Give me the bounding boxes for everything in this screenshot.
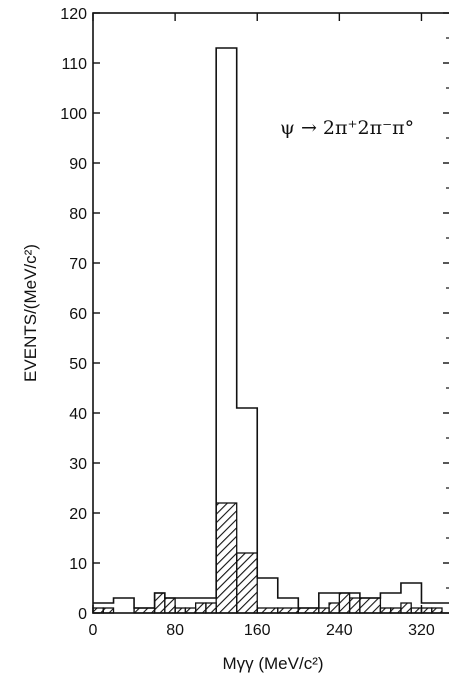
y-tick-label: 110 bbox=[61, 56, 87, 73]
hatched-bar bbox=[194, 602, 207, 614]
x-axis-ticks: 0 80 160 240 320 bbox=[89, 13, 435, 639]
open-bar bbox=[114, 598, 124, 613]
open-bar bbox=[124, 598, 134, 613]
x-tick-label: 240 bbox=[326, 622, 353, 639]
hatched-bar bbox=[318, 607, 330, 614]
x-axis-title: Mγγ (MeV/c²) bbox=[222, 654, 323, 673]
y-tick-label: 60 bbox=[69, 306, 87, 323]
hatched-bar bbox=[390, 607, 402, 614]
hatched-bar bbox=[184, 607, 197, 614]
hatched-bar bbox=[215, 502, 238, 614]
y-tick-label: 90 bbox=[69, 156, 87, 173]
hatched-bar bbox=[277, 607, 299, 614]
y-axis-ticks: 0 10 20 30 40 50 60 70 80 90 100 110 120 bbox=[60, 6, 449, 623]
x-tick-label: 160 bbox=[244, 622, 271, 639]
hatched-bar bbox=[256, 607, 279, 614]
y-tick-label: 30 bbox=[69, 456, 87, 473]
y-axis-title: EVENTS/(MeV/c²) bbox=[21, 244, 40, 382]
plot-frame bbox=[92, 12, 449, 614]
hatched-bar bbox=[164, 597, 176, 614]
hatched-bar bbox=[379, 607, 392, 614]
hatched-bar bbox=[174, 607, 187, 614]
hatched-bar bbox=[153, 592, 166, 614]
y-tick-label: 40 bbox=[69, 406, 87, 423]
x-tick-label: 0 bbox=[89, 622, 98, 639]
hatched-bar bbox=[338, 592, 351, 614]
x-tick-label: 320 bbox=[408, 622, 435, 639]
hatched-bar bbox=[92, 607, 104, 614]
y-tick-label: 50 bbox=[69, 356, 87, 373]
y-tick-label: 100 bbox=[60, 106, 87, 123]
y-tick-label: 80 bbox=[69, 206, 87, 223]
hatched-bar bbox=[359, 597, 382, 614]
hatched-bar bbox=[420, 607, 433, 614]
y-tick-label: 70 bbox=[69, 256, 87, 273]
open-histogram bbox=[93, 47, 449, 613]
hatched-bar bbox=[348, 597, 361, 614]
y-tick-label: 0 bbox=[78, 606, 87, 623]
hatched-bar bbox=[328, 602, 341, 614]
hatched-bar bbox=[400, 602, 412, 614]
hatched-bar bbox=[431, 607, 443, 614]
hatched-bar bbox=[236, 552, 258, 614]
decay-annotation: ψ → 2π⁺2π⁻π° bbox=[280, 117, 414, 139]
open-histogram-outline bbox=[93, 47, 449, 609]
x-tick-label: 80 bbox=[166, 622, 184, 639]
open-bar bbox=[442, 603, 449, 613]
hatched-histogram bbox=[92, 502, 443, 614]
y-tick-label: 10 bbox=[69, 556, 87, 573]
hatched-bar bbox=[205, 602, 217, 614]
y-tick-label: 120 bbox=[60, 6, 87, 23]
hatched-bar bbox=[410, 607, 423, 614]
hatched-bar bbox=[102, 607, 115, 614]
y-tick-label: 20 bbox=[69, 506, 87, 523]
